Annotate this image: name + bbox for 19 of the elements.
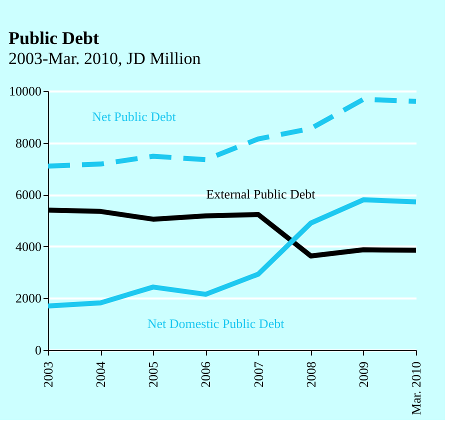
y-tick-label: 4000 <box>16 238 42 254</box>
y-tick-label: 6000 <box>16 187 42 202</box>
x-tick-label: 2004 <box>93 361 108 388</box>
y-tick-label: 2000 <box>16 290 42 306</box>
chart-title: Public Debt <box>8 28 100 48</box>
y-tick-label: 10000 <box>9 84 42 98</box>
x-tick-label: 2008 <box>303 362 318 388</box>
x-tick-label: 2003 <box>40 362 56 388</box>
x-tick-label: 2009 <box>356 362 371 388</box>
x-tick-label: 2007 <box>250 361 266 388</box>
x-tick-label: Mar. 2010 <box>408 362 424 415</box>
series-label: External Public Debt <box>206 186 316 202</box>
x-tick-label: 2006 <box>198 361 214 388</box>
text: Net Domestic Public Debt <box>147 316 285 332</box>
text: Net Public Debt <box>92 108 176 124</box>
chart-subtitle: 2003-Mar. 2010, JD Million <box>8 49 202 68</box>
y-tick-label: 0 <box>35 342 42 358</box>
x-tick-label: 2005 <box>146 362 161 388</box>
y-tick-label: 8000 <box>16 135 42 150</box>
